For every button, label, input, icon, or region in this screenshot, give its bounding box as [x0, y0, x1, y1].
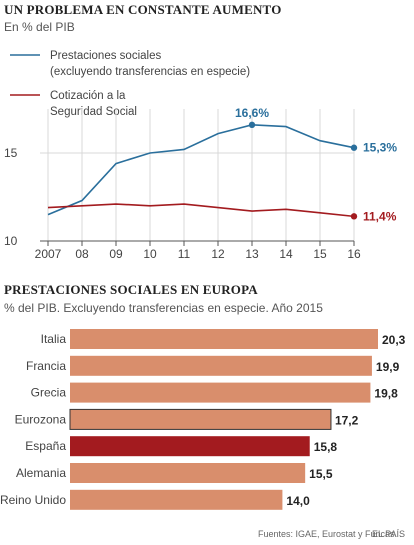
bar-chart: Italia 20,3 Francia 19,9 Grecia 19,8 Eurozona 1…	[0, 329, 406, 510]
source-note: Fuentes: IGAE, Eurostat y Funcas. .	[258, 529, 403, 539]
bar-category-label: Alemania	[16, 466, 66, 480]
bar-value-label: 19,9	[376, 360, 400, 374]
annotation-label: 15,3%	[363, 141, 397, 155]
y-tick-label: 15	[4, 146, 18, 160]
bar-value-label: 14,0	[286, 494, 310, 508]
annotation-point	[350, 144, 358, 151]
bar-category-label: Francia	[26, 359, 66, 373]
line-chart: Prestaciones sociales (excluyendo transfe…	[4, 50, 397, 261]
annotation-label: 11,4%	[363, 209, 397, 223]
bar	[70, 436, 310, 457]
bar-value-label: 17,2	[335, 413, 359, 427]
x-tick-label: 08	[75, 247, 89, 261]
x-tick-label: 09	[109, 247, 123, 261]
line-chart-legend: Prestaciones sociales (excluyendo transfe…	[10, 50, 250, 118]
bar	[70, 463, 306, 483]
annotation-point	[248, 121, 256, 129]
x-tick-label: 11	[178, 247, 191, 261]
line-chart-subtitle: En % del PIB	[4, 20, 75, 34]
annotation-point	[350, 213, 358, 220]
x-tick-label: 13	[245, 247, 259, 261]
x-tick-label: 2007	[35, 247, 62, 261]
x-tick-label: 15	[313, 247, 327, 261]
bar-value-label: 15,5	[309, 467, 333, 481]
series-line-0	[47, 124, 355, 216]
bar-category-label: Reino Unido	[0, 493, 66, 507]
bar-value-label: 20,3	[382, 333, 406, 347]
annotation-label: 16,6%	[235, 106, 269, 120]
bar	[70, 329, 378, 349]
bar-category-label: España	[25, 439, 66, 453]
line-chart-title: UN PROBLEMA EN CONSTANTE AUMENTO	[4, 2, 282, 17]
bar-chart-subtitle: % del PIB. Excluyendo transferencias en …	[4, 301, 323, 315]
legend-label-1: Cotización a la	[50, 90, 126, 102]
line-chart-labels: 16,6% 15,3% 11,4%	[235, 106, 397, 224]
bar	[70, 355, 372, 376]
x-tick-label: 10	[143, 247, 157, 261]
series-line-1	[47, 203, 355, 218]
legend-label-0: Prestaciones sociales	[50, 50, 161, 62]
bar-value-label: 15,8	[314, 440, 338, 454]
x-tick-label: 12	[211, 247, 225, 261]
bar	[70, 489, 283, 510]
bar-category-label: Italia	[41, 332, 67, 346]
bar	[69, 408, 332, 430]
y-tick-label: 10	[4, 234, 18, 248]
bar-category-label: Eurozona	[15, 412, 67, 426]
brand-label: EL PAÍS	[372, 529, 406, 539]
x-tick-label: 16	[347, 247, 361, 261]
bar-chart-title: PRESTACIONES SOCIALES EN EUROPA	[4, 282, 258, 297]
line-chart-grid: 2007 08 09 10 11 12 13 14 15 16 10 15	[4, 109, 361, 261]
bar	[70, 382, 371, 403]
legend-label-1: Seguridad Social	[50, 106, 137, 118]
bar-category-label: Grecia	[31, 386, 67, 400]
bar-value-label: 19,8	[374, 387, 398, 401]
x-tick-label: 14	[279, 247, 293, 261]
legend-label-0: (excluyendo transferencias en especie)	[50, 66, 250, 78]
line-chart-series	[47, 124, 355, 218]
